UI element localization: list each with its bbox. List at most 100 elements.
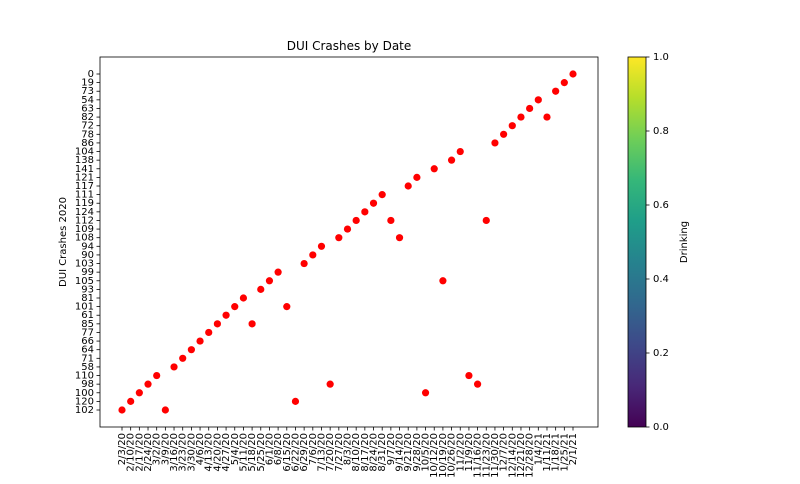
y-tick-label: 120 xyxy=(75,396,94,407)
point xyxy=(430,165,438,173)
point xyxy=(153,371,161,380)
x-tick-label: 10/12/20 xyxy=(429,433,440,478)
x-tick-label: 2/24/20 xyxy=(143,433,154,472)
colorbar-tick-label: 0.2 xyxy=(653,348,669,359)
x-tick-label: 6/29/20 xyxy=(299,433,310,472)
y-tick-label: 119 xyxy=(75,198,94,209)
y-tick-label: 66 xyxy=(81,336,94,347)
y-tick-label: 111 xyxy=(75,190,94,201)
point xyxy=(127,397,135,405)
point xyxy=(500,130,508,138)
x-tick-label: 11/30/20 xyxy=(490,433,501,478)
y-tick-label: 93 xyxy=(81,284,94,295)
x-tick-label: 4/13/20 xyxy=(204,433,215,472)
x-tick-label: 2/3/20 xyxy=(117,433,128,465)
point xyxy=(569,70,577,78)
colorbar xyxy=(627,56,647,428)
x-tick-label: 9/28/20 xyxy=(412,433,423,472)
y-tick-label: 63 xyxy=(81,103,94,114)
point xyxy=(283,303,291,311)
x-tick-label: 1/11/21 xyxy=(542,433,553,472)
x-tick-label: 3/2/20 xyxy=(152,433,163,465)
y-tick-label: 81 xyxy=(81,293,94,304)
y-axis-label: DUI Crashes 2020 xyxy=(58,197,69,287)
y-tick-label: 121 xyxy=(75,172,94,183)
point xyxy=(343,225,352,233)
point xyxy=(118,406,126,414)
point xyxy=(387,216,395,225)
point xyxy=(300,259,308,268)
x-tick-label: 12/28/20 xyxy=(525,433,536,478)
point xyxy=(361,208,369,216)
chart-title: DUI Crashes by Date xyxy=(287,39,412,53)
x-tick-label: 7/27/20 xyxy=(334,433,345,472)
y-tick-label: 104 xyxy=(75,147,94,158)
y-tick-label: 117 xyxy=(75,181,94,192)
point xyxy=(196,337,204,345)
y-tick-label: 141 xyxy=(75,164,94,175)
x-tick-label: 12/14/20 xyxy=(507,433,518,478)
x-tick-label: 9/14/20 xyxy=(395,433,406,472)
x-tick-label: 3/16/20 xyxy=(169,433,180,472)
y-tick-label: 105 xyxy=(75,276,94,287)
point xyxy=(413,173,421,181)
point xyxy=(543,113,551,121)
point xyxy=(135,389,143,397)
y-tick-label: 78 xyxy=(81,129,94,140)
x-tick-label: 10/19/20 xyxy=(438,433,449,478)
x-tick-label: 6/22/20 xyxy=(290,433,301,472)
colorbar-label: Drinking xyxy=(679,221,690,263)
x-tick-label: 5/4/20 xyxy=(230,433,241,465)
y-tick-label: 73 xyxy=(81,86,94,97)
point xyxy=(378,191,386,199)
point xyxy=(161,406,169,414)
point xyxy=(491,139,499,147)
x-tick-label: 6/1/20 xyxy=(264,433,275,465)
x-tick-label: 5/25/20 xyxy=(256,433,267,472)
point xyxy=(231,303,239,311)
y-tick-label: 82 xyxy=(81,112,94,123)
point xyxy=(447,156,456,164)
point xyxy=(257,285,265,293)
point xyxy=(517,113,525,121)
y-tick-label: 85 xyxy=(81,319,94,330)
x-tick-label: 7/20/20 xyxy=(325,433,336,472)
x-tick-label: 8/17/20 xyxy=(360,433,371,472)
x-tick-label: 9/21/20 xyxy=(403,433,414,472)
x-tick-label: 12/21/20 xyxy=(516,433,527,478)
y-tick-label: 99 xyxy=(81,267,94,278)
colorbar-tick-label: 1.0 xyxy=(653,52,669,63)
point xyxy=(265,277,274,285)
y-tick-label: 94 xyxy=(81,241,94,252)
y-tick-label: 0 xyxy=(88,69,94,80)
y-tick-label: 110 xyxy=(75,371,94,382)
x-tick-label: 3/30/20 xyxy=(186,433,197,472)
point xyxy=(326,380,334,388)
point xyxy=(170,363,178,371)
x-tick-label: 3/9/20 xyxy=(160,433,171,465)
point xyxy=(369,199,378,207)
point xyxy=(335,234,343,242)
y-tick-label: 102 xyxy=(75,405,94,416)
y-tick-label: 103 xyxy=(75,259,94,270)
y-tick-label: 98 xyxy=(81,379,94,390)
y-tick-label: 101 xyxy=(75,302,94,313)
x-tick-label: 2/10/20 xyxy=(126,433,137,472)
colorbar-tick-label: 0.0 xyxy=(653,422,669,433)
y-tick-label: 138 xyxy=(75,155,94,166)
y-tick-label: 100 xyxy=(75,388,94,399)
point xyxy=(421,389,430,397)
colorbar-tick-label: 0.8 xyxy=(653,126,669,137)
x-tick-label: 3/23/20 xyxy=(178,433,189,472)
point xyxy=(352,216,360,225)
point xyxy=(482,216,490,225)
y-tick-label: 61 xyxy=(81,310,94,321)
y-tick-label: 71 xyxy=(81,353,94,364)
x-tick-label: 6/15/20 xyxy=(282,433,293,472)
point xyxy=(404,182,412,190)
point xyxy=(395,234,404,242)
y-tick-label: 64 xyxy=(81,345,94,356)
x-tick-label: 8/31/20 xyxy=(377,433,388,472)
y-tick-label: 77 xyxy=(81,327,94,338)
